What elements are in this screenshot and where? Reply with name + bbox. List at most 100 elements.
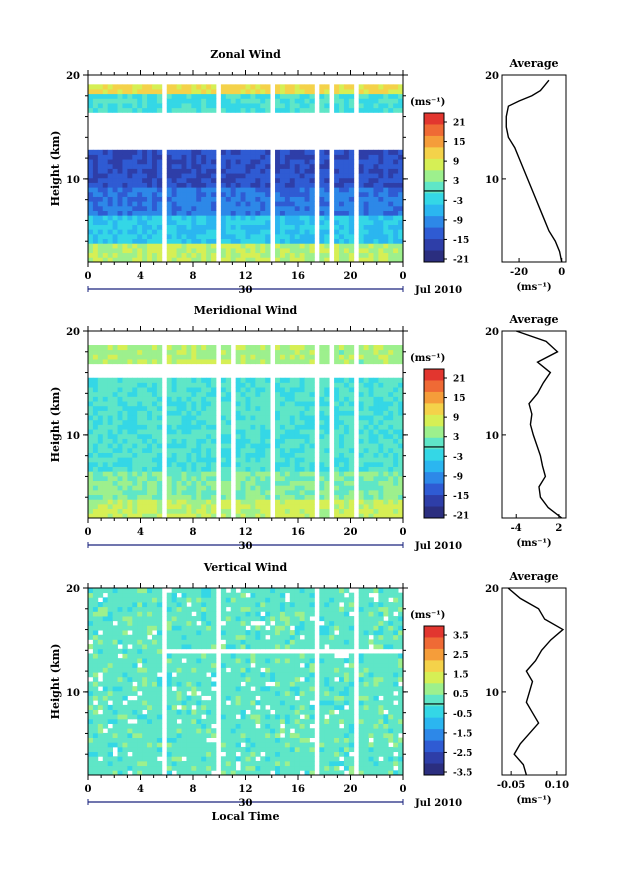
- heatmap-cell: [186, 163, 192, 169]
- heatmap-cell: [171, 433, 177, 439]
- heatmap-cell: [339, 163, 345, 169]
- heatmap-cell: [299, 233, 305, 240]
- heatmap-cell: [250, 424, 256, 430]
- heatmap-cell: [132, 345, 138, 351]
- heatmap-cell: [127, 187, 133, 193]
- heatmap-cell: [348, 489, 355, 496]
- heatmap-cell: [176, 215, 182, 221]
- heatmap-cell: [102, 475, 109, 482]
- heatmap-cell: [334, 103, 340, 109]
- heatmap-cell: [147, 382, 153, 388]
- heatmap-cell: [211, 229, 217, 235]
- heatmap-cell: [97, 154, 104, 160]
- heatmap-cell: [260, 443, 266, 449]
- heatmap-cell: [132, 597, 138, 603]
- heatmap-cell: [88, 243, 94, 249]
- heatmap-cell: [294, 443, 301, 449]
- heatmap-cell: [117, 438, 123, 444]
- heatmap-cell: [186, 653, 192, 659]
- heatmap-cell: [334, 466, 340, 472]
- heatmap-cell: [250, 243, 256, 249]
- heatmap-cell: [166, 597, 173, 603]
- heatmap-cell: [398, 471, 404, 477]
- heatmap-cell: [166, 252, 173, 258]
- heatmap-cell: [191, 714, 197, 720]
- heatmap-cell: [102, 103, 109, 109]
- heatmap-cell: [220, 700, 227, 706]
- heatmap-cell: [147, 387, 153, 393]
- heatmap-cell: [92, 644, 99, 650]
- heatmap-cell: [255, 205, 261, 211]
- heatmap-cell: [304, 480, 310, 486]
- heatmap-cell: [373, 466, 379, 472]
- heatmap-cell: [398, 405, 404, 411]
- heatmap-cell: [260, 159, 266, 165]
- heatmap-cell: [196, 732, 202, 738]
- heatmap-cell: [92, 485, 99, 491]
- heatmap-cell: [142, 443, 148, 449]
- heatmap-cell: [294, 89, 301, 95]
- heatmap-cell: [156, 349, 163, 355]
- heatmap-cell: [88, 238, 94, 244]
- heatmap-cell: [220, 681, 227, 687]
- heatmap-cell: [275, 354, 281, 360]
- heatmap-cell: [265, 182, 271, 188]
- heatmap-cell: [279, 475, 286, 482]
- heatmap-cell: [127, 354, 133, 360]
- heatmap-cell: [309, 443, 315, 449]
- heatmap-cell: [358, 219, 365, 226]
- heatmap-cell: [127, 215, 133, 221]
- heatmap-cell: [92, 466, 99, 472]
- heatmap-cell: [102, 196, 109, 202]
- heatmap-cell: [176, 457, 182, 463]
- heatmap-cell: [92, 205, 99, 211]
- heatmap-cell: [339, 219, 345, 226]
- heatmap-cell: [339, 494, 345, 500]
- heatmap-cell: [127, 662, 133, 668]
- heatmap-cell: [319, 89, 325, 95]
- heatmap-cell: [97, 84, 104, 90]
- heatmap-cell: [156, 602, 163, 608]
- heatmap-cell: [294, 163, 301, 169]
- heatmap-cell: [250, 396, 256, 402]
- heatmap-cell: [97, 163, 104, 169]
- heatmap-cell: [225, 177, 232, 183]
- heatmap-cell: [117, 592, 123, 598]
- heatmap-cell: [122, 187, 128, 193]
- heatmap-cell: [225, 354, 232, 360]
- heatmap-cell: [383, 84, 389, 90]
- heatmap-cell: [348, 252, 355, 258]
- heatmap-cell: [191, 205, 197, 211]
- heatmap-cell: [398, 196, 404, 202]
- heatmap-cell: [181, 163, 187, 169]
- heatmap-cell: [201, 359, 207, 365]
- heatmap-cell: [383, 163, 389, 169]
- heatmap-cell: [343, 480, 350, 486]
- heatmap-cell: [201, 667, 207, 673]
- heatmap-cell: [132, 177, 138, 183]
- heatmap-cell: [107, 419, 114, 425]
- heatmap-cell: [196, 602, 202, 608]
- heatmap-cell: [137, 163, 143, 169]
- heatmap-cell: [260, 107, 266, 113]
- heatmap-cell: [358, 168, 365, 174]
- heatmap-cell: [279, 471, 286, 477]
- heatmap-cell: [339, 415, 345, 421]
- heatmap-cell: [368, 433, 374, 439]
- heatmap-cell: [112, 233, 118, 240]
- heatmap-cell: [151, 471, 158, 477]
- heatmap-cell: [102, 513, 109, 519]
- heatmap-cell: [171, 191, 177, 197]
- heatmap-cell: [206, 676, 212, 682]
- heatmap-cell: [334, 382, 340, 388]
- heatmap-cell: [112, 177, 118, 183]
- heatmap-cell: [289, 224, 296, 230]
- colorbar-swatch: [424, 135, 444, 148]
- heatmap-cell: [275, 107, 281, 113]
- heatmap-cell: [255, 424, 261, 430]
- heatmap-cell: [304, 219, 310, 226]
- heatmap-cell: [289, 494, 296, 500]
- heatmap-cell: [211, 728, 217, 734]
- heatmap-cell: [88, 611, 94, 617]
- heatmap-cell: [265, 201, 271, 207]
